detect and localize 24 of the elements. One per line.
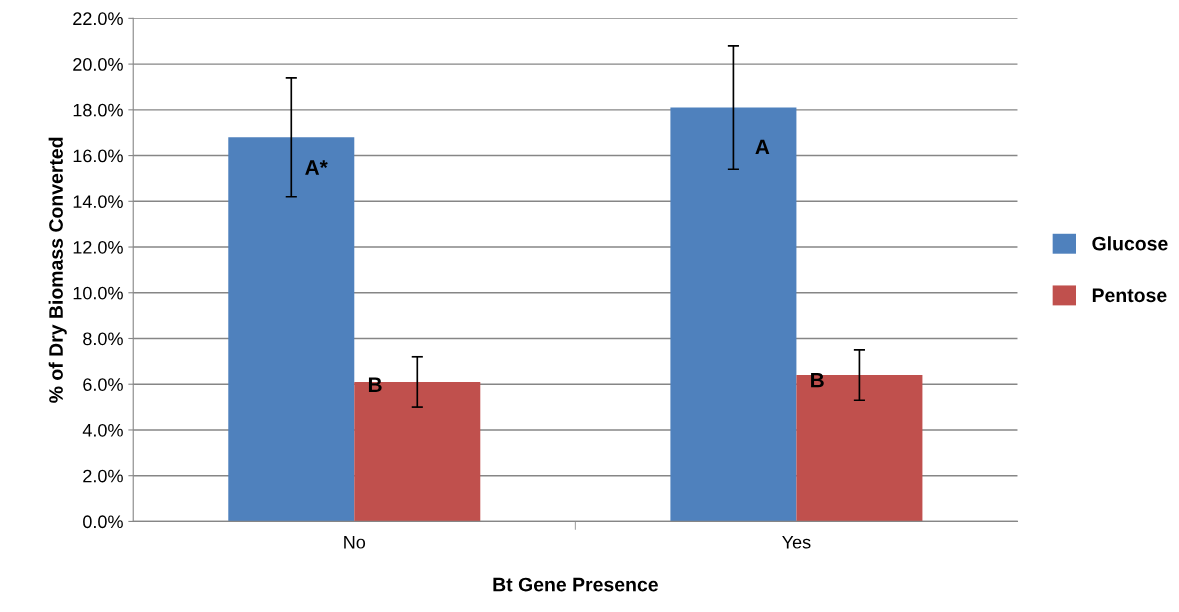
x-tick-label: No xyxy=(344,535,366,549)
y-tick-label: 22.0% xyxy=(73,12,123,26)
annotation: A* xyxy=(305,160,328,175)
legend-label: Glucose xyxy=(1092,236,1168,251)
annotation: B xyxy=(811,372,824,388)
legend-label: Pentose xyxy=(1092,288,1167,303)
y-tick-label: 20.0% xyxy=(73,58,123,71)
x-tick-label: Yes xyxy=(782,535,811,549)
y-tick-label: 4.0% xyxy=(82,423,123,437)
y-tick-label: 6.0% xyxy=(83,378,123,391)
annotation: A xyxy=(755,139,770,155)
bar xyxy=(670,107,797,522)
bar xyxy=(796,375,923,522)
y-axis-title: % of Dry Biomass Converted xyxy=(48,137,67,403)
y-tick-label: 10.0% xyxy=(73,286,123,300)
y-tick-label: 2.0% xyxy=(83,469,123,483)
y-tick-label: 14.0% xyxy=(73,195,123,209)
x-axis-title: Bt Gene Presence xyxy=(493,577,658,592)
y-tick-label: 12.0% xyxy=(73,240,123,254)
y-tick-label: 16.0% xyxy=(73,149,123,163)
y-tick-label: 8.0% xyxy=(83,332,123,346)
bar xyxy=(228,137,355,522)
y-tick-label: 18.0% xyxy=(73,103,123,117)
y-tick-label: 0.0% xyxy=(83,515,123,529)
